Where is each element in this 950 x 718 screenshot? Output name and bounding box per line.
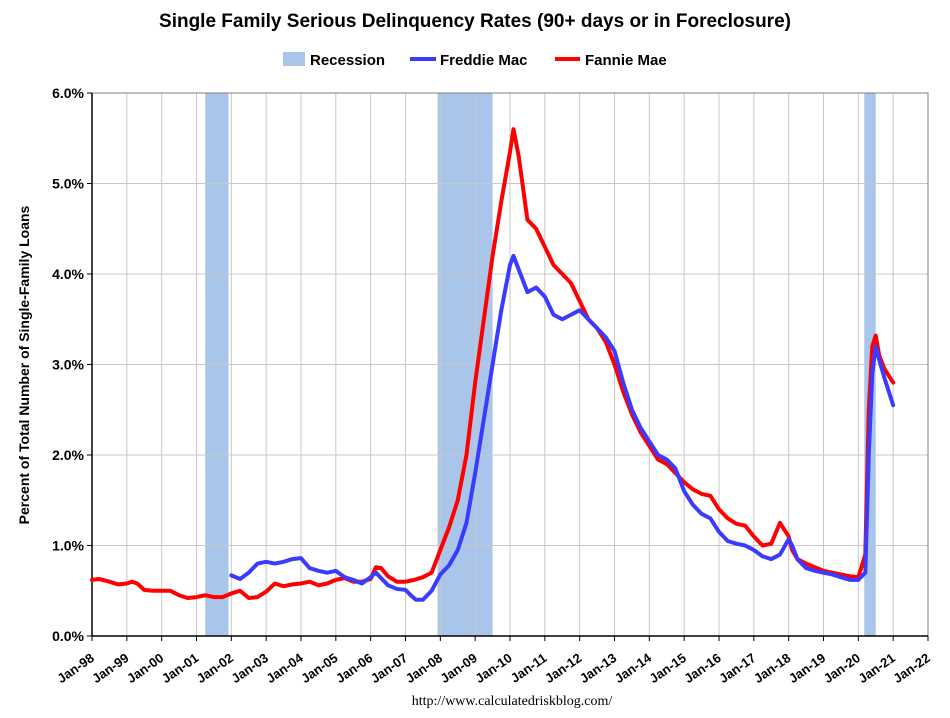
x-tick-label-8: Jan-06 xyxy=(333,650,375,686)
y-tick-label-2: 2.0% xyxy=(52,447,84,463)
source-credit: http://www.calculatedriskblog.com/ xyxy=(412,694,613,709)
axes xyxy=(87,92,929,641)
x-tick-label-15: Jan-13 xyxy=(577,650,619,686)
chart-title: Single Family Serious Delinquency Rates … xyxy=(159,11,791,32)
x-tick-label-19: Jan-17 xyxy=(716,650,758,686)
x-tick-label-20: Jan-18 xyxy=(751,650,793,686)
x-tick-label-5: Jan-03 xyxy=(229,650,271,686)
legend-label-fannie-mae: Fannie Mae xyxy=(585,52,667,69)
x-tick-label-0: Jan-98 xyxy=(54,650,96,686)
y-tick-label-0: 0.0% xyxy=(52,628,84,644)
y-tick-label-1: 1.0% xyxy=(52,538,84,554)
x-tick-label-3: Jan-01 xyxy=(159,650,201,686)
x-tick-label-11: Jan-09 xyxy=(438,650,480,686)
x-tick-label-17: Jan-15 xyxy=(647,650,689,686)
x-tick-label-6: Jan-04 xyxy=(263,650,306,686)
series-line-freddie-mac xyxy=(229,253,896,602)
series-line-fannie-mae xyxy=(90,127,896,600)
x-tick-label-2: Jan-00 xyxy=(124,650,166,686)
x-tick-label-7: Jan-05 xyxy=(298,650,340,686)
x-tick-label-1: Jan-99 xyxy=(89,650,131,686)
y-tick-label-6: 6.0% xyxy=(52,85,84,101)
y-tick-label-3: 3.0% xyxy=(52,357,84,373)
legend-swatch-recession xyxy=(283,52,305,66)
x-tick-label-10: Jan-08 xyxy=(403,650,445,686)
x-tick-label-23: Jan-21 xyxy=(856,650,898,686)
x-tick-label-14: Jan-12 xyxy=(542,650,584,686)
legend-label-freddie-mac: Freddie Mac xyxy=(440,52,528,69)
series-lines xyxy=(90,127,896,602)
legend: Recession Freddie Mac Fannie Mae xyxy=(283,52,667,69)
x-tick-label-13: Jan-11 xyxy=(508,650,550,686)
y-tick-label-4: 4.0% xyxy=(52,266,84,282)
y-tick-label-5: 5.0% xyxy=(52,176,84,192)
x-tick-label-4: Jan-02 xyxy=(194,650,236,686)
y-axis-label: Percent of Total Number of Single-Family… xyxy=(16,205,32,524)
x-tick-label-24: Jan-22 xyxy=(890,650,932,686)
x-tick-label-21: Jan-19 xyxy=(786,650,828,686)
x-tick-label-16: Jan-14 xyxy=(612,650,655,686)
legend-label-recession: Recession xyxy=(310,52,385,69)
x-tick-label-9: Jan-07 xyxy=(368,650,410,686)
x-tick-label-12: Jan-10 xyxy=(472,650,514,686)
x-tick-label-22: Jan-20 xyxy=(821,650,863,686)
x-tick-label-18: Jan-16 xyxy=(681,650,723,686)
